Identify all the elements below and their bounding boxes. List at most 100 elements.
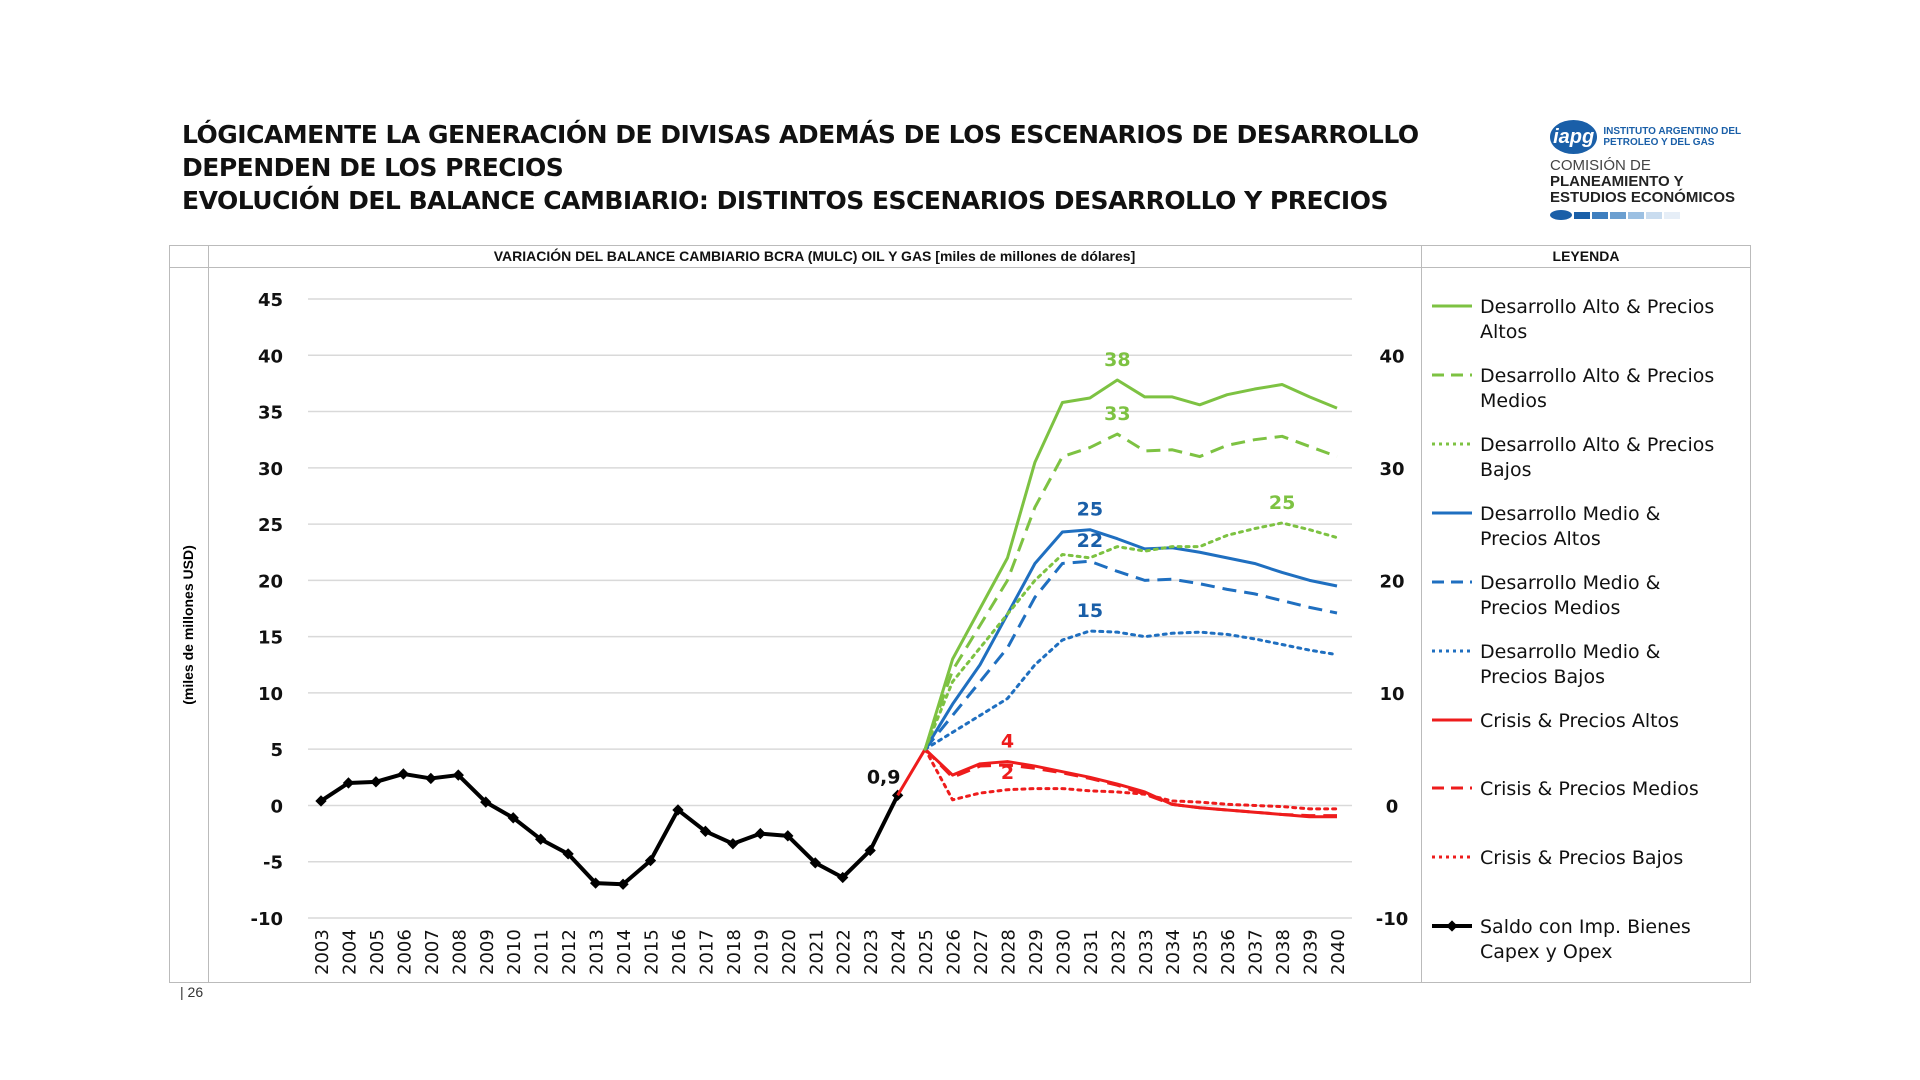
y-tick-right: 0 [1386, 796, 1399, 817]
data-marker [342, 777, 355, 789]
legend-label: Desarrollo Medio & Precios Medios [1480, 572, 1661, 619]
legend-swatch [1432, 580, 1472, 584]
data-marker [699, 825, 712, 837]
x-tick: 2028 [998, 929, 1019, 975]
x-tick: 2034 [1163, 929, 1184, 975]
y-tick-left: -5 [263, 853, 283, 874]
data-marker [644, 854, 657, 867]
header-blank [169, 245, 208, 268]
data-marker [782, 830, 794, 842]
data-marker [837, 871, 849, 884]
x-tick: 2021 [806, 929, 827, 975]
legend-item: Desarrollo Medio & Precios Bajos [1430, 640, 1730, 690]
y-tick-left: -10 [250, 909, 283, 930]
data-label: 15 [1077, 600, 1103, 622]
legend-swatch [1432, 718, 1472, 722]
x-tick: 2006 [394, 929, 415, 975]
data-label: 4 [1001, 731, 1014, 753]
y-tick-left: 20 [258, 571, 283, 592]
x-tick: 2020 [779, 929, 800, 975]
y-tick-left: 15 [258, 628, 283, 649]
legend-item: Desarrollo Medio & Precios Medios [1430, 571, 1730, 621]
x-tick: 2031 [1081, 929, 1102, 975]
x-tick: 2030 [1053, 929, 1074, 975]
x-tick: 2032 [1108, 929, 1129, 975]
page-number: | 26 [180, 984, 204, 1000]
x-tick: 2018 [724, 929, 745, 975]
page-title: LÓGICAMENTE LA GENERACIÓN DE DIVISAS ADE… [182, 118, 1522, 217]
legend-label: Crisis & Precios Bajos [1480, 847, 1684, 869]
x-tick: 2005 [367, 929, 388, 975]
legend-item: Crisis & Precios Altos [1430, 709, 1730, 734]
y-tick-right: 10 [1379, 684, 1404, 705]
y-tick-left: 5 [270, 740, 283, 761]
legend-label: Crisis & Precios Medios [1480, 778, 1699, 800]
series-line [923, 432, 1338, 750]
data-label: 38 [1104, 349, 1130, 371]
legend-label: Saldo con Imp. Bienes Capex y Opex [1480, 916, 1691, 963]
x-tick: 2024 [889, 929, 910, 975]
y-tick-right: 30 [1379, 459, 1404, 480]
x-tick: 2040 [1328, 929, 1349, 975]
data-marker [589, 877, 602, 889]
y-tick-left: 35 [258, 403, 283, 424]
x-tick: 2035 [1191, 929, 1212, 975]
x-tick: 2009 [477, 929, 498, 975]
y-tick-left: 45 [258, 290, 283, 311]
divider [1421, 245, 1422, 983]
data-label: 33 [1104, 403, 1130, 425]
y-tick-left: 40 [258, 346, 283, 367]
legend-label: Desarrollo Alto & Precios Altos [1480, 296, 1715, 343]
legend-item: Crisis & Precios Medios [1430, 777, 1730, 802]
legend-label: Crisis & Precios Altos [1480, 710, 1680, 732]
data-marker [425, 772, 437, 785]
data-label: 22 [1077, 530, 1103, 552]
legend-swatch [1432, 786, 1472, 790]
y-tick-left: 30 [258, 459, 283, 480]
series-line [319, 771, 900, 887]
data-marker [672, 804, 684, 816]
legend-item: Desarrollo Medio & Precios Altos [1430, 502, 1730, 552]
x-tick: 2017 [696, 929, 717, 975]
y-tick-right: 40 [1379, 346, 1404, 367]
x-tick: 2038 [1273, 929, 1294, 975]
legend-swatch [1432, 442, 1472, 446]
data-marker [370, 776, 382, 788]
data-label: 2 [1001, 762, 1014, 784]
series-line [923, 521, 1339, 751]
x-tick: 2011 [532, 929, 553, 975]
iapg-logo: iapg INSTITUTO ARGENTINO DEL PETROLEO Y … [1550, 120, 1760, 220]
series-line [923, 528, 1338, 750]
x-tick: 2014 [614, 929, 635, 975]
data-marker [452, 769, 464, 781]
x-tick: 2039 [1301, 929, 1322, 975]
data-marker [562, 848, 574, 860]
legend-label: Desarrollo Medio & Precios Bajos [1480, 641, 1661, 688]
data-marker [864, 844, 876, 857]
series-line [923, 747, 1339, 811]
legend-swatch [1432, 304, 1472, 308]
data-marker [507, 812, 519, 824]
logo-commission-2: PLANEAMIENTO Y [1550, 173, 1684, 190]
x-tick: 2010 [504, 929, 525, 975]
data-marker [535, 833, 547, 845]
logo-color-bar [1550, 210, 1760, 220]
legend-item: Crisis & Precios Bajos [1430, 846, 1730, 871]
y-tick-left: 25 [258, 515, 283, 536]
legend-label: Desarrollo Alto & Precios Bajos [1480, 434, 1715, 481]
series-line [923, 629, 1339, 751]
divider [208, 245, 209, 983]
x-tick: 2037 [1246, 929, 1267, 975]
x-tick: 2023 [861, 929, 882, 975]
x-tick: 2016 [669, 929, 690, 975]
x-tick: 2025 [916, 929, 937, 975]
x-tick: 2007 [422, 929, 443, 975]
legend-item: Desarrollo Alto & Precios Bajos [1430, 433, 1730, 483]
series-line [923, 559, 1338, 751]
x-tick: 2019 [751, 929, 772, 975]
data-label: 25 [1269, 492, 1295, 514]
title-line-2: EVOLUCIÓN DEL BALANCE CAMBIARIO: DISTINT… [182, 186, 1388, 215]
legend-item: Desarrollo Alto & Precios Altos [1430, 295, 1730, 345]
legend-swatch [1432, 855, 1472, 859]
